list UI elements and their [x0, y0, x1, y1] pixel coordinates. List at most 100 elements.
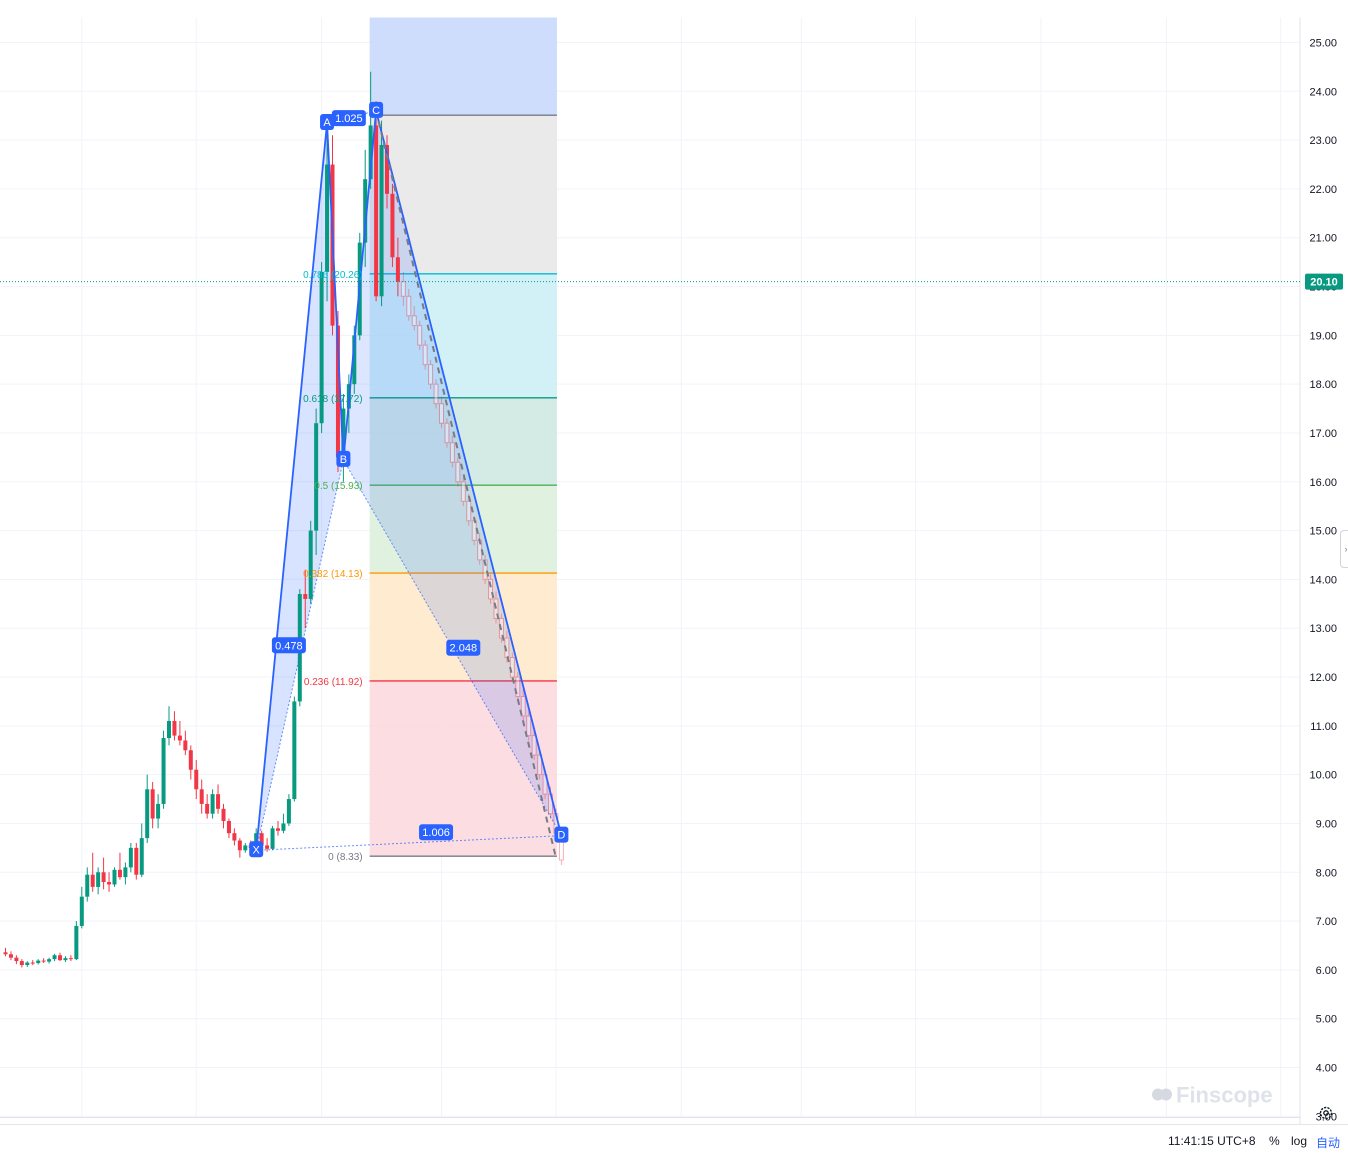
candle-body — [270, 828, 275, 849]
candle-body — [150, 789, 155, 819]
candle — [52, 953, 57, 962]
candle — [526, 711, 532, 741]
fib-retracement[interactable] — [369, 17, 557, 857]
candle-body — [216, 794, 221, 809]
ratio-label-text: 1.025 — [335, 113, 363, 125]
price-tick-label: 12.00 — [1309, 672, 1337, 684]
candle-body — [374, 125, 379, 297]
candle — [96, 867, 101, 895]
candle-body — [308, 530, 313, 599]
candle — [455, 457, 461, 487]
price-axis[interactable]: 3.004.005.006.007.008.009.0010.0011.0012… — [1305, 38, 1343, 1124]
fib-level-label: 0.786 (20.26) — [303, 270, 363, 281]
last-price-badge — [1305, 273, 1343, 290]
candle-body — [188, 750, 193, 770]
fib-zone — [369, 680, 557, 857]
candle-body — [449, 442, 455, 463]
candle — [374, 101, 379, 302]
candle-body — [471, 520, 477, 541]
candle — [161, 730, 166, 809]
candle-body — [460, 481, 466, 502]
fib-level-label: 0.236 (11.92) — [304, 677, 363, 688]
price-tick-label: 11.00 — [1310, 721, 1337, 733]
ratio-label-text: 1.006 — [422, 827, 450, 839]
candle — [400, 271, 406, 307]
candle-body — [101, 872, 106, 883]
price-tick-label: 9.00 — [1316, 818, 1337, 830]
candle — [433, 379, 439, 409]
percent-scale-toggle[interactable]: % — [1269, 1134, 1280, 1148]
candle-body — [363, 179, 368, 243]
candle — [123, 862, 128, 885]
candle — [422, 340, 428, 370]
candle — [341, 393, 346, 482]
ratio-label: 1.006 — [419, 824, 454, 841]
projection-dashed-line — [375, 110, 557, 858]
price-tick-label: 10.00 — [1309, 770, 1337, 782]
pattern-ratio-line — [256, 835, 562, 851]
auto-scale-toggle[interactable]: 自动 — [1316, 1136, 1341, 1150]
candle — [226, 818, 231, 839]
candle-body — [319, 271, 324, 424]
candle — [363, 149, 368, 268]
candle — [68, 955, 73, 962]
candle-body — [47, 959, 52, 962]
candle-body — [368, 125, 373, 180]
candle — [41, 958, 46, 964]
point-label-bg — [320, 114, 335, 131]
candle — [112, 867, 117, 887]
candle — [63, 956, 68, 963]
point-label-text: C — [372, 105, 380, 117]
candle-body — [221, 808, 226, 822]
candle-body — [493, 598, 499, 619]
status-bar: 11:41:15 UTC+8 % log 自动 — [0, 1124, 1348, 1160]
candle-body — [286, 799, 291, 824]
candle — [319, 262, 324, 433]
candle-body — [537, 754, 543, 776]
candle-body — [466, 500, 472, 522]
candle — [221, 803, 226, 829]
settings-gear-icon[interactable] — [1318, 1105, 1334, 1126]
price-tick-label: 14.00 — [1309, 574, 1337, 586]
candle — [58, 952, 62, 962]
candle-body — [36, 960, 41, 964]
candle-body — [74, 925, 79, 960]
fib-level-label: 0.382 (14.13) — [303, 569, 363, 580]
candle-body — [254, 833, 259, 848]
price-tick-label: 24.00 — [1309, 86, 1337, 98]
candle-body — [3, 952, 8, 955]
candle-body — [58, 955, 62, 961]
candle — [194, 760, 199, 800]
fib-zone — [369, 573, 557, 681]
candle — [395, 237, 400, 297]
candle-body — [123, 867, 128, 878]
candle — [150, 781, 155, 829]
candle-body — [79, 896, 84, 926]
candle-body — [520, 696, 526, 717]
candle — [232, 828, 237, 846]
candle-body — [265, 845, 270, 849]
candle — [276, 821, 280, 836]
candle — [460, 476, 466, 507]
price-tick-label: 13.00 — [1309, 623, 1337, 635]
candle-body — [199, 789, 204, 804]
time-display[interactable]: 11:41:15 UTC+8 — [1168, 1134, 1256, 1148]
candle — [281, 813, 286, 834]
candle-body — [145, 789, 150, 839]
point-label-bg — [369, 101, 384, 118]
candle — [308, 520, 313, 604]
log-scale-toggle[interactable]: log — [1291, 1134, 1308, 1148]
candle-body — [172, 720, 177, 736]
candle — [134, 842, 139, 880]
candle — [515, 672, 521, 702]
candle — [199, 779, 204, 814]
side-panel-toggle[interactable]: › — [1340, 530, 1348, 568]
candle-body — [177, 735, 182, 741]
candle-body — [259, 833, 264, 846]
candle-body — [232, 833, 237, 841]
candle-body — [41, 960, 46, 962]
candle — [286, 794, 291, 826]
ratio-label-bg — [271, 637, 306, 654]
candle-body — [411, 315, 417, 327]
